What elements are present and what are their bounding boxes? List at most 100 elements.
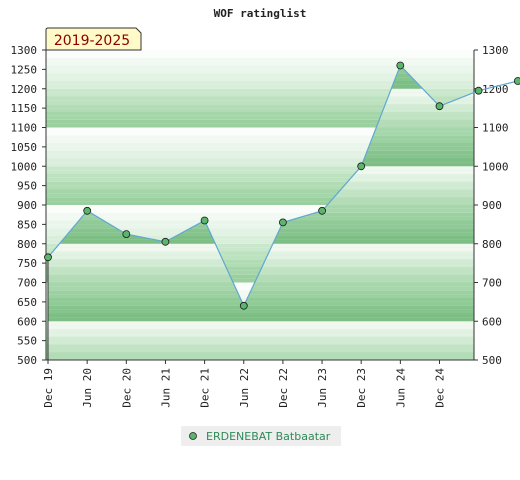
background-band <box>46 104 474 109</box>
background-band <box>46 154 474 159</box>
background-band <box>46 150 474 155</box>
area-band <box>48 270 474 275</box>
area-band <box>48 356 474 360</box>
area-band <box>48 332 474 337</box>
y-right-tick-label: 1000 <box>482 160 509 173</box>
y-left-tick-label: 950 <box>17 180 37 193</box>
background-band <box>46 177 474 182</box>
data-point <box>513 77 520 85</box>
area-band <box>48 329 474 333</box>
background-band <box>46 96 474 101</box>
y-axis-left: 500 550 600 650 700 750 800 850 900 950 1000 1050 11… <box>11 44 47 367</box>
series-layer <box>44 61 520 360</box>
background-band <box>46 170 474 174</box>
x-tick-label: Dec 24 <box>434 368 447 408</box>
x-tick-label: Dec 22 <box>277 368 290 408</box>
y-right-tick-label: 600 <box>482 315 502 328</box>
background-band <box>46 65 474 70</box>
area-band <box>48 325 474 329</box>
y-left-tick-label: 1000 <box>11 160 38 173</box>
background-band <box>46 247 474 252</box>
data-point <box>474 86 483 95</box>
background-band <box>46 243 474 248</box>
background-band <box>46 255 474 260</box>
y-left-tick-label: 1150 <box>11 102 38 115</box>
background-band <box>46 239 474 244</box>
y-right-tick-label: 500 <box>482 354 502 367</box>
background-band <box>46 220 474 225</box>
area-band <box>48 321 474 326</box>
background-band <box>46 50 474 54</box>
period-badge-label: 2019-2025 <box>54 33 130 49</box>
background-band <box>46 131 474 136</box>
data-point <box>357 162 366 171</box>
y-left-tick-label: 550 <box>17 335 37 348</box>
x-tick-label: Dec 23 <box>355 368 368 408</box>
background-band <box>46 236 474 240</box>
background-band <box>46 251 474 256</box>
x-tick-label: Jun 21 <box>159 368 172 408</box>
y-left-tick-label: 900 <box>17 199 37 212</box>
area-band <box>48 309 474 314</box>
background-band <box>46 112 474 116</box>
y-left-tick-label: 1050 <box>11 141 38 154</box>
background-band <box>46 267 474 271</box>
background-band <box>46 174 474 178</box>
x-tick-label: Jun 20 <box>81 368 94 408</box>
background-band <box>46 139 474 143</box>
background-band <box>46 123 474 128</box>
data-point <box>278 218 287 227</box>
data-point <box>200 216 209 225</box>
area-band <box>48 348 474 353</box>
area-band <box>48 301 474 306</box>
background-band <box>46 84 474 89</box>
x-tick-label: Dec 20 <box>120 368 133 408</box>
background-band <box>46 88 474 93</box>
background-band <box>46 205 474 209</box>
y-left-tick-label: 600 <box>17 315 37 328</box>
data-point <box>318 206 327 215</box>
data-point <box>83 206 92 215</box>
y-right-tick-label: 1300 <box>482 44 509 57</box>
background-band <box>46 259 474 264</box>
background-band <box>46 201 474 205</box>
background-band <box>46 197 474 202</box>
background-band <box>46 216 474 221</box>
y-left-tick-label: 650 <box>17 296 37 309</box>
area-band <box>48 278 474 283</box>
y-left-tick-label: 1300 <box>11 44 38 57</box>
y-right-tick-label: 800 <box>482 238 502 251</box>
background-band <box>46 100 474 105</box>
area-band <box>48 317 474 322</box>
y-axis-right: 500 600 700 800 900 1000 1100 1200 1300 <box>473 44 509 367</box>
y-right-tick-label: 1100 <box>482 122 509 135</box>
area-band <box>48 286 474 291</box>
y-left-tick-label: 500 <box>17 354 37 367</box>
background-band <box>46 143 474 147</box>
background-band <box>46 158 474 163</box>
series-line <box>47 64 520 308</box>
x-tick-label: Jun 24 <box>394 368 407 408</box>
background-band <box>46 115 474 120</box>
background-band <box>46 212 474 217</box>
background-band <box>46 127 474 132</box>
x-tick-label: Dec 21 <box>199 368 212 408</box>
y-right-tick-label: 700 <box>482 277 502 290</box>
y-left-tick-label: 750 <box>17 257 37 270</box>
background-band <box>46 263 474 267</box>
x-tick-label: Jun 22 <box>238 368 251 408</box>
legend-marker <box>189 432 197 440</box>
background-band <box>46 208 474 213</box>
background-band <box>46 181 474 186</box>
background-band <box>46 57 474 62</box>
background-band <box>46 228 474 233</box>
area-band <box>48 305 474 310</box>
y-left-tick-label: 850 <box>17 218 37 231</box>
background-band <box>46 135 474 140</box>
background-band <box>46 61 474 66</box>
background-band <box>46 53 474 58</box>
background-band <box>46 166 474 171</box>
area-band <box>48 340 474 345</box>
data-point <box>161 237 170 246</box>
